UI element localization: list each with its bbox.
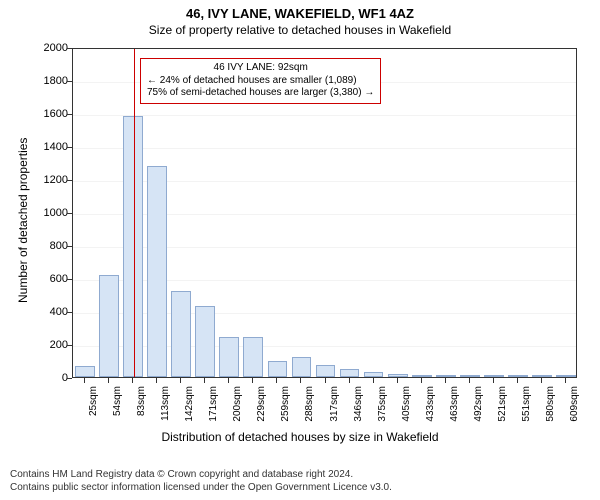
- y-tick-label: 600: [50, 273, 68, 285]
- x-tick-mark: [493, 378, 494, 383]
- x-tick-label: 433sqm: [425, 386, 436, 426]
- histogram-bar: [171, 291, 191, 377]
- gridline: [73, 148, 576, 149]
- x-tick-label: 171sqm: [208, 386, 219, 426]
- histogram-bar: [508, 375, 528, 377]
- histogram-bar: [436, 375, 456, 377]
- x-tick-label: 521sqm: [497, 386, 508, 426]
- y-axis-label: Number of detached properties: [16, 138, 30, 303]
- histogram-bar: [292, 357, 312, 377]
- x-tick-label: 375sqm: [377, 386, 388, 426]
- x-tick-label: 54sqm: [112, 386, 123, 426]
- x-tick-label: 259sqm: [280, 386, 291, 426]
- histogram-bar: [460, 375, 480, 377]
- y-tick-mark: [67, 345, 72, 346]
- x-tick-label: 113sqm: [160, 386, 171, 426]
- x-tick-label: 288sqm: [304, 386, 315, 426]
- x-tick-mark: [156, 378, 157, 383]
- gridline: [73, 115, 576, 116]
- x-tick-mark: [517, 378, 518, 383]
- x-axis-label: Distribution of detached houses by size …: [0, 430, 600, 444]
- x-tick-mark: [132, 378, 133, 383]
- histogram-bar: [388, 374, 408, 377]
- y-tick-label: 1000: [44, 207, 68, 219]
- histogram-bar: [556, 375, 576, 377]
- x-tick-label: 463sqm: [449, 386, 460, 426]
- y-tick-mark: [67, 312, 72, 313]
- histogram-bar: [147, 166, 167, 377]
- x-tick-mark: [180, 378, 181, 383]
- chart-container: 46, IVY LANE, WAKEFIELD, WF1 4AZ Size of…: [0, 0, 600, 500]
- x-tick-mark: [276, 378, 277, 383]
- x-tick-label: 229sqm: [256, 386, 267, 426]
- x-tick-mark: [252, 378, 253, 383]
- histogram-bar: [532, 375, 552, 377]
- y-tick-label: 1400: [44, 141, 68, 153]
- x-tick-label: 551sqm: [521, 386, 532, 426]
- x-tick-label: 83sqm: [136, 386, 147, 426]
- histogram-bar: [316, 365, 336, 377]
- annotation-line: 75% of semi-detached houses are larger (…: [147, 87, 374, 100]
- y-tick-label: 1800: [44, 75, 68, 87]
- x-tick-label: 346sqm: [353, 386, 364, 426]
- x-tick-mark: [349, 378, 350, 383]
- x-tick-mark: [300, 378, 301, 383]
- x-tick-mark: [445, 378, 446, 383]
- x-tick-mark: [204, 378, 205, 383]
- histogram-bar: [195, 306, 215, 377]
- y-tick-mark: [67, 48, 72, 49]
- y-tick-mark: [67, 147, 72, 148]
- x-tick-label: 609sqm: [569, 386, 580, 426]
- annotation-box: 46 IVY LANE: 92sqm← 24% of detached hous…: [140, 58, 381, 104]
- histogram-bar: [219, 337, 239, 377]
- y-tick-label: 1600: [44, 108, 68, 120]
- y-tick-mark: [67, 246, 72, 247]
- y-tick-mark: [67, 180, 72, 181]
- y-tick-label: 200: [50, 339, 68, 351]
- histogram-bar: [243, 337, 263, 377]
- x-tick-mark: [325, 378, 326, 383]
- y-tick-mark: [67, 378, 72, 379]
- histogram-bar: [75, 366, 95, 377]
- x-tick-label: 580sqm: [545, 386, 556, 426]
- x-tick-label: 25sqm: [88, 386, 99, 426]
- y-tick-mark: [67, 213, 72, 214]
- x-tick-mark: [565, 378, 566, 383]
- y-tick-label: 1200: [44, 174, 68, 186]
- x-tick-mark: [541, 378, 542, 383]
- histogram-bar: [268, 361, 288, 378]
- reference-line: [134, 49, 135, 377]
- x-tick-label: 317sqm: [329, 386, 340, 426]
- x-tick-mark: [421, 378, 422, 383]
- x-tick-mark: [84, 378, 85, 383]
- x-tick-label: 492sqm: [473, 386, 484, 426]
- annotation-line: 46 IVY LANE: 92sqm: [147, 62, 374, 75]
- y-tick-label: 2000: [44, 42, 68, 54]
- histogram-bar: [412, 375, 432, 377]
- x-tick-mark: [397, 378, 398, 383]
- chart-title: 46, IVY LANE, WAKEFIELD, WF1 4AZ: [0, 0, 600, 21]
- y-tick-mark: [67, 114, 72, 115]
- x-tick-label: 142sqm: [184, 386, 195, 426]
- histogram-bar: [340, 369, 360, 377]
- chart-subtitle: Size of property relative to detached ho…: [0, 21, 600, 37]
- y-tick-mark: [67, 81, 72, 82]
- x-tick-mark: [469, 378, 470, 383]
- histogram-bar: [484, 375, 504, 377]
- histogram-bar: [99, 275, 119, 377]
- footer-line-1: Contains HM Land Registry data © Crown c…: [10, 468, 392, 481]
- x-tick-mark: [108, 378, 109, 383]
- footer-line-2: Contains public sector information licen…: [10, 481, 392, 494]
- y-tick-mark: [67, 279, 72, 280]
- x-tick-mark: [373, 378, 374, 383]
- annotation-line: ← 24% of detached houses are smaller (1,…: [147, 75, 374, 88]
- x-tick-label: 405sqm: [401, 386, 412, 426]
- y-tick-label: 800: [50, 240, 68, 252]
- x-tick-mark: [228, 378, 229, 383]
- histogram-bar: [364, 372, 384, 377]
- y-tick-label: 400: [50, 306, 68, 318]
- footer-attribution: Contains HM Land Registry data © Crown c…: [10, 468, 392, 494]
- x-tick-label: 200sqm: [232, 386, 243, 426]
